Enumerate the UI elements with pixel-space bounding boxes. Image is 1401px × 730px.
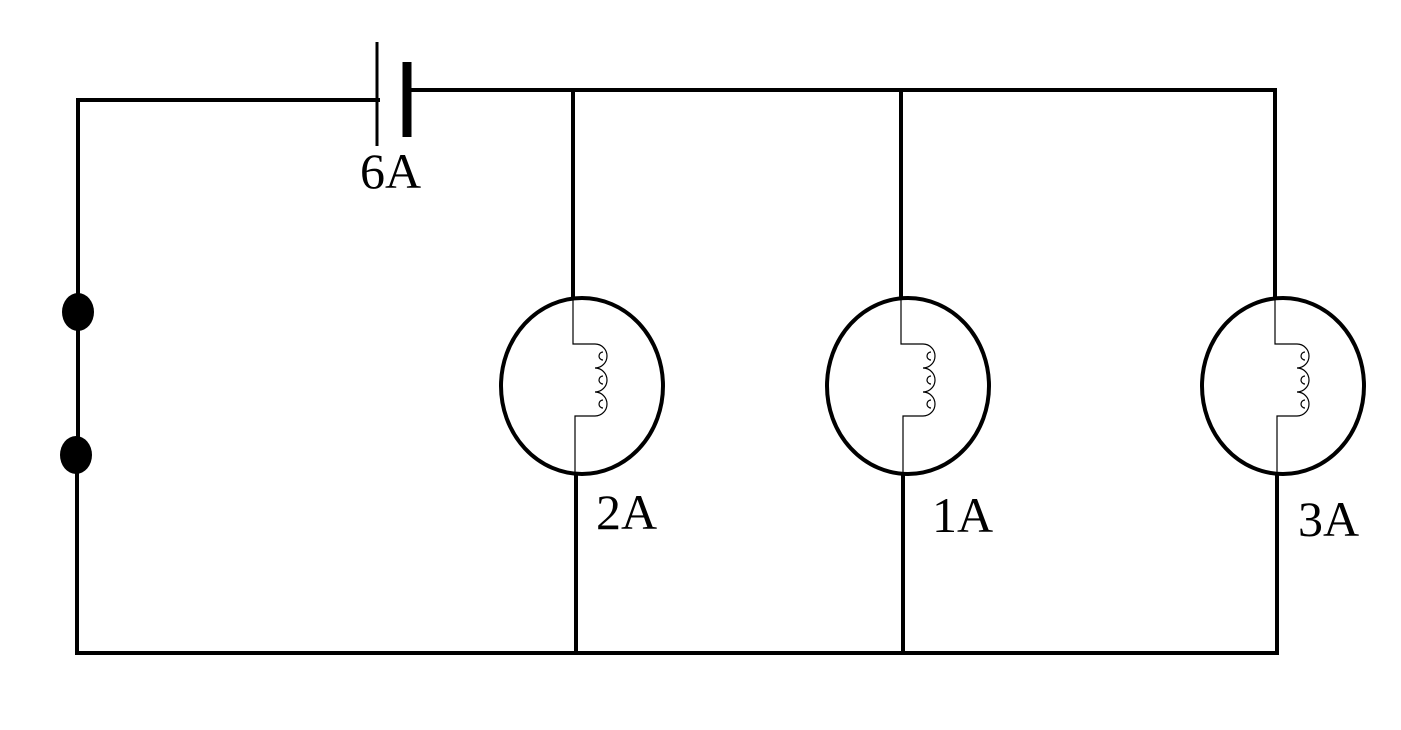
lamp-1-current-label: 2A bbox=[596, 484, 658, 540]
battery-current-label: 6A bbox=[360, 143, 422, 199]
lamp-1-bulb bbox=[499, 296, 665, 476]
filaments bbox=[572, 298, 1310, 476]
lamp-2-current-label: 1A bbox=[932, 487, 994, 543]
terminal-top bbox=[62, 293, 94, 331]
lamp-1-filament-icon bbox=[572, 298, 608, 476]
lamp-3-current-label: 3A bbox=[1298, 491, 1360, 547]
lamp-3-filament-icon bbox=[1274, 298, 1310, 476]
lamp-3-bulb bbox=[1200, 296, 1366, 476]
terminal-bottom bbox=[60, 436, 92, 474]
lamp-2-filament-icon bbox=[900, 298, 936, 476]
lamp-2-bulb bbox=[825, 296, 991, 476]
